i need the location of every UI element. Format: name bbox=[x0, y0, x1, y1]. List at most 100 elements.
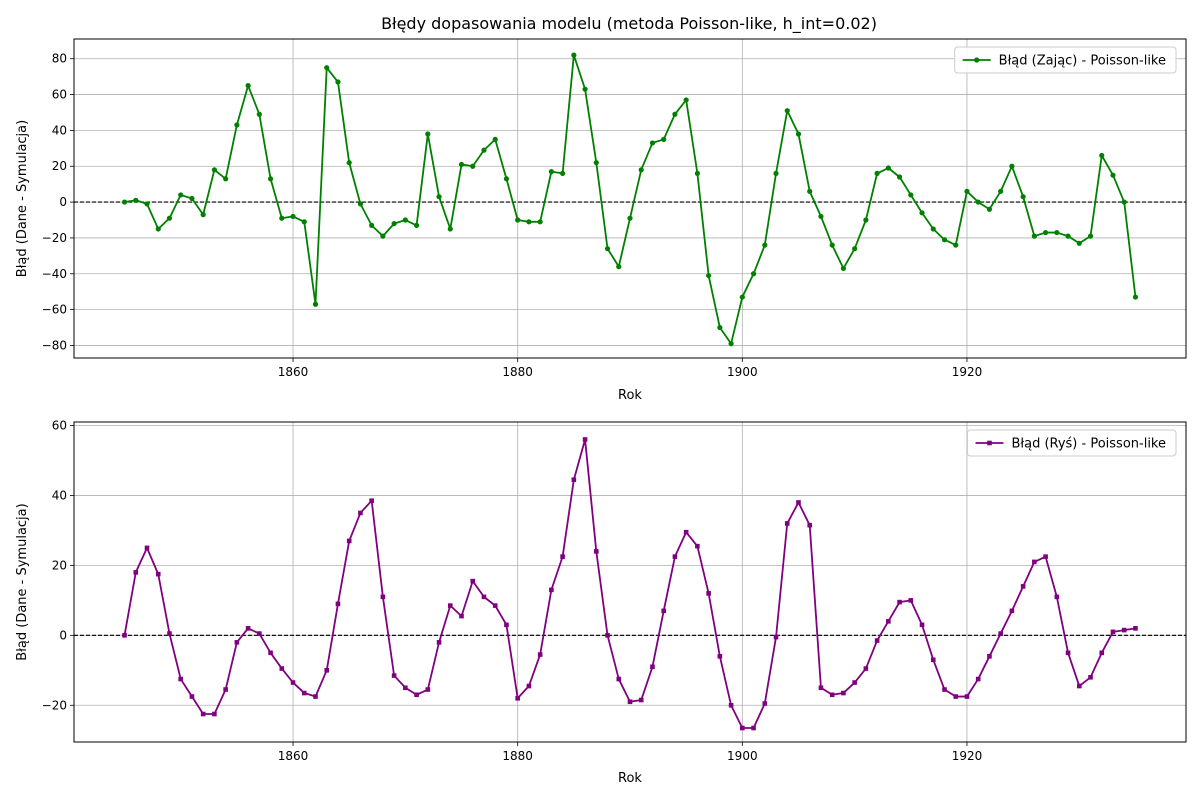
hare-data-point bbox=[324, 65, 330, 71]
lynx-data-point bbox=[481, 594, 487, 600]
hare-data-point bbox=[458, 161, 465, 168]
hare-data-point bbox=[998, 188, 1004, 194]
hare-data-point bbox=[1042, 229, 1049, 236]
hare-data-point bbox=[402, 217, 408, 223]
hare-data-point bbox=[840, 265, 847, 271]
lynx-data-point bbox=[122, 633, 127, 638]
lynx-data-point bbox=[582, 437, 588, 442]
hare-data-point bbox=[526, 219, 532, 225]
hare-data-point bbox=[560, 170, 566, 177]
lynx-data-point bbox=[1133, 626, 1138, 631]
hare-data-point bbox=[245, 82, 251, 89]
lynx-data-point bbox=[537, 652, 543, 657]
hare-data-point bbox=[616, 264, 622, 270]
bottom-legend-box bbox=[966, 429, 1177, 457]
hare-data-point bbox=[874, 170, 880, 177]
lynx-data-point bbox=[919, 622, 925, 628]
hare-data-point bbox=[750, 271, 757, 277]
lynx-data-point bbox=[144, 545, 150, 551]
bottom-axes-frame bbox=[73, 421, 1187, 743]
lynx-data-point bbox=[852, 680, 857, 685]
lynx-data-point bbox=[1076, 683, 1082, 689]
hare-data-point bbox=[537, 219, 543, 225]
lynx-data-point bbox=[773, 634, 779, 640]
hare-data-point bbox=[852, 246, 858, 252]
lynx-data-point bbox=[504, 622, 509, 628]
hare-data-point bbox=[413, 222, 420, 228]
top-x-tick-label: 1900 bbox=[727, 365, 758, 379]
lynx-data-point bbox=[380, 594, 386, 600]
lynx-data-point bbox=[886, 619, 891, 624]
hare-data-point bbox=[515, 217, 521, 223]
bottom-x-tick-label: 1920 bbox=[952, 749, 983, 763]
lynx-data-point bbox=[189, 694, 195, 699]
hare-data-point bbox=[885, 165, 891, 171]
hare-data-point bbox=[211, 167, 218, 173]
lynx-data-point bbox=[807, 522, 813, 528]
subplot-hare: 1860 1880 1900 1920 −80 −60 −40 −20 0 20 40 60 80 R… bbox=[15, 38, 1187, 403]
lynx-data-point bbox=[796, 500, 801, 505]
hare-data-point bbox=[1065, 233, 1071, 239]
lynx-data-point bbox=[784, 521, 790, 526]
lynx-data-point bbox=[470, 578, 476, 584]
hare-data-point bbox=[638, 167, 644, 173]
lynx-data-point bbox=[324, 668, 330, 673]
hare-data-point bbox=[964, 188, 970, 194]
hare-data-point bbox=[301, 219, 307, 225]
bottom-x-tick-label: 1900 bbox=[727, 749, 758, 763]
top-x-ticks: 1860 1880 1900 1920 bbox=[278, 358, 982, 379]
lynx-data-point bbox=[414, 692, 419, 698]
lynx-data-point bbox=[953, 694, 959, 699]
hare-data-point bbox=[178, 192, 184, 198]
hare-data-point bbox=[189, 195, 195, 202]
lynx-data-point bbox=[571, 477, 577, 483]
bottom-y-tick-label: −20 bbox=[42, 698, 67, 712]
hare-data-point bbox=[604, 246, 611, 252]
bottom-x-axis-label: Rok bbox=[618, 771, 642, 786]
lynx-data-point bbox=[616, 676, 622, 682]
hare-data-point bbox=[1132, 294, 1139, 300]
lynx-data-point bbox=[492, 603, 498, 608]
lynx-data-point bbox=[751, 725, 756, 731]
top-y-tick-label: 60 bbox=[52, 88, 67, 102]
lynx-data-point bbox=[178, 676, 184, 682]
lynx-data-point bbox=[167, 631, 172, 636]
hare-data-point bbox=[717, 324, 723, 331]
lynx-data-point bbox=[268, 650, 273, 656]
lynx-data-point bbox=[1121, 627, 1127, 633]
top-grid bbox=[74, 39, 1186, 358]
lynx-data-point bbox=[133, 570, 139, 575]
hare-data-point bbox=[256, 111, 262, 117]
lynx-data-point bbox=[1110, 629, 1116, 635]
lynx-data-point bbox=[638, 697, 644, 703]
top-y-tick-label: −80 bbox=[42, 338, 67, 352]
hare-data-point bbox=[706, 272, 712, 279]
hare-data-point bbox=[1110, 172, 1116, 178]
top-legend-label: Błąd (Zając) - Poisson-like bbox=[999, 54, 1166, 69]
lynx-data-point bbox=[459, 613, 464, 619]
lynx-data-point bbox=[728, 702, 734, 708]
lynx-data-point bbox=[436, 640, 442, 645]
lynx-data-point bbox=[661, 608, 666, 614]
lynx-data-point bbox=[841, 690, 846, 696]
hare-data-point bbox=[121, 199, 128, 205]
hare-data-point bbox=[649, 140, 656, 146]
hare-data-point bbox=[223, 176, 229, 182]
lynx-data-point bbox=[234, 640, 240, 645]
hare-data-point bbox=[425, 131, 431, 137]
hare-data-point bbox=[627, 215, 633, 221]
lynx-data-point bbox=[1043, 554, 1048, 559]
lynx-data-point bbox=[391, 673, 397, 678]
hare-data-point bbox=[492, 136, 498, 142]
top-y-tick-label: −60 bbox=[42, 303, 67, 317]
bottom-y-tick-label: 20 bbox=[52, 558, 67, 572]
lynx-data-point bbox=[695, 543, 700, 549]
lynx-data-point bbox=[313, 694, 318, 699]
top-y-tick-label: 20 bbox=[52, 159, 67, 173]
hare-data-point bbox=[694, 170, 700, 177]
hare-data-point bbox=[941, 237, 948, 243]
lynx-data-point bbox=[942, 687, 947, 692]
bottom-legend: Błąd (Ryś) - Poisson-like bbox=[966, 429, 1177, 457]
lynx-data-point bbox=[1020, 584, 1026, 589]
